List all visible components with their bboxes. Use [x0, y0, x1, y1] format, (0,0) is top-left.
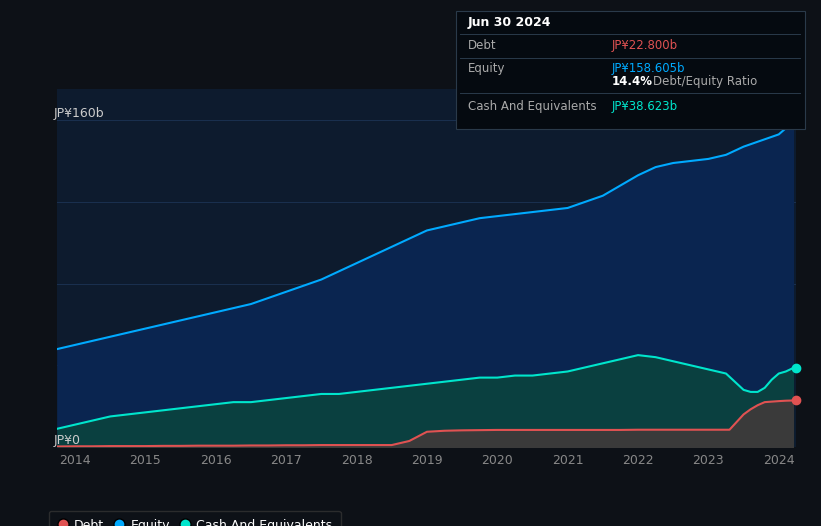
- Text: Debt/Equity Ratio: Debt/Equity Ratio: [653, 75, 757, 88]
- Text: Cash And Equivalents: Cash And Equivalents: [468, 99, 597, 113]
- Legend: Debt, Equity, Cash And Equivalents: Debt, Equity, Cash And Equivalents: [49, 511, 341, 526]
- Text: 14.4%: 14.4%: [612, 75, 653, 88]
- Text: JP¥38.623b: JP¥38.623b: [612, 99, 678, 113]
- Text: Debt: Debt: [468, 39, 497, 52]
- Text: JP¥22.800b: JP¥22.800b: [612, 39, 678, 52]
- Text: JP¥158.605b: JP¥158.605b: [612, 62, 686, 75]
- Text: Equity: Equity: [468, 62, 506, 75]
- Text: JP¥160b: JP¥160b: [54, 107, 104, 120]
- Text: Jun 30 2024: Jun 30 2024: [468, 16, 552, 28]
- Text: JP¥0: JP¥0: [54, 434, 80, 447]
